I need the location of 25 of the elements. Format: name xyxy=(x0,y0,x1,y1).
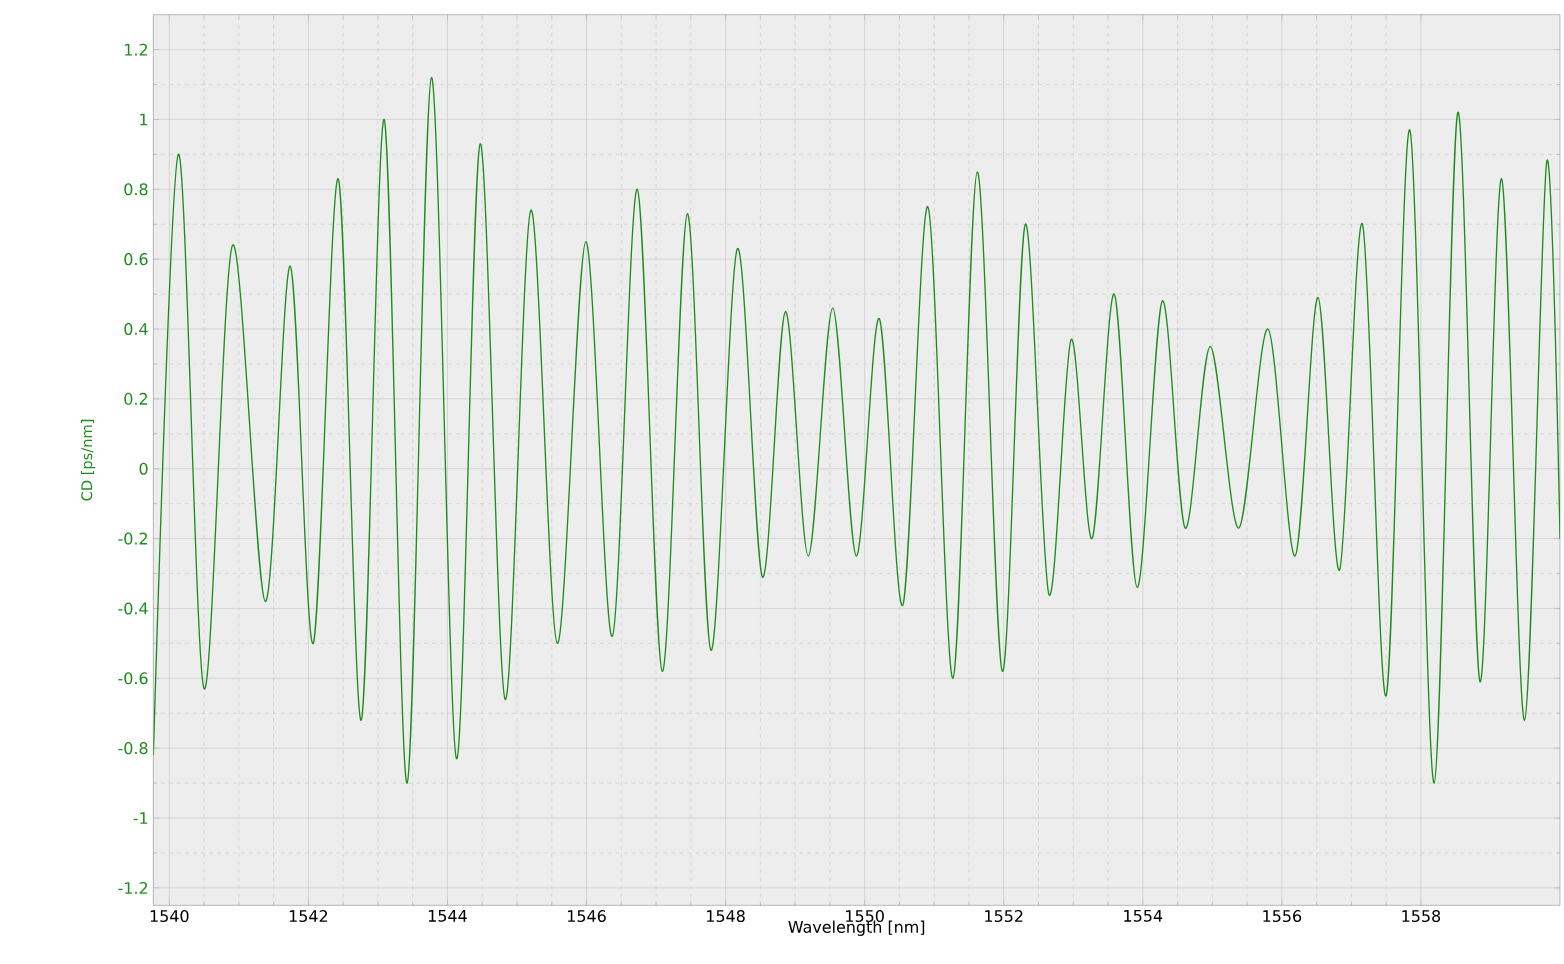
x-tick-label: 1556 xyxy=(1263,910,1302,923)
y-tick-label: 0.6 xyxy=(124,253,148,266)
x-tick-label: 1558 xyxy=(1402,910,1441,923)
y-tick-label: 1 xyxy=(140,113,148,126)
y-axis-title: CD [ps/nm] xyxy=(80,419,96,501)
y-tick-label: -0.8 xyxy=(118,742,148,755)
y-tick-label: -0.6 xyxy=(118,672,148,685)
y-tick-label: 1.2 xyxy=(125,43,148,56)
x-tick-label: 1554 xyxy=(1124,910,1163,922)
x-tick-label: 1552 xyxy=(985,910,1023,923)
y-tick-label: 0.8 xyxy=(124,183,148,196)
y-tick-label: -0.2 xyxy=(118,532,148,545)
x-tick-label: 1546 xyxy=(567,910,606,923)
x-tick-label: 1550 xyxy=(846,910,884,923)
y-tick-label: -0.4 xyxy=(118,602,148,615)
y-tick-label: 0 xyxy=(139,462,148,475)
x-tick-label: 1544 xyxy=(428,910,467,922)
y-tick-label: 0.2 xyxy=(124,392,148,405)
y-tick-label: 0.4 xyxy=(124,322,148,336)
y-tick-label: -1 xyxy=(133,812,148,824)
y-tick-label: -1.2 xyxy=(118,881,148,894)
x-tick-label: 1540 xyxy=(150,910,189,923)
x-tick-label: 1542 xyxy=(289,910,328,923)
x-tick-label: 1548 xyxy=(707,910,745,923)
line-series xyxy=(153,76,1560,784)
